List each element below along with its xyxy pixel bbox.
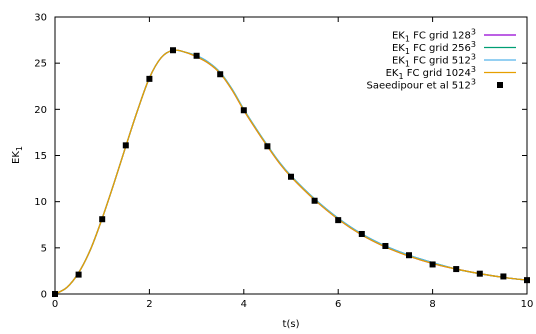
scatter-point <box>264 143 271 150</box>
legend-entry-scatter: Saeedipour et al 5123 <box>366 78 476 92</box>
scatter-point <box>170 47 176 54</box>
legend-label-main: Saeedipour et al 512 <box>366 81 470 92</box>
scatter-point <box>75 271 82 278</box>
legend-entry-4: EK1 FC grid 10243 <box>386 65 476 81</box>
legend-entry-1: EK1 FC grid 1283 <box>392 28 476 44</box>
legend-label-main: EK <box>392 43 405 54</box>
x-axis-label: t(s) <box>283 319 300 330</box>
legend-label-rest: FC grid 128 <box>410 31 471 42</box>
y-tick-label: 15 <box>34 151 47 162</box>
scatter-point <box>193 52 200 59</box>
y-tick-label: 20 <box>34 105 47 116</box>
legend-entry-3: EK1 FC grid 5123 <box>392 53 476 69</box>
legend-entry-2: EK1 FC grid 2563 <box>392 40 476 56</box>
legend-label-sup: 3 <box>471 78 476 87</box>
x-tick-label: 2 <box>146 299 152 310</box>
legend-label-sub: 1 <box>405 47 410 56</box>
legend-label-rest: FC grid 1024 <box>404 68 471 79</box>
y-tick-label: 10 <box>34 197 47 208</box>
scatter-point <box>288 173 294 180</box>
scatter-point <box>335 217 342 224</box>
y-axis-label: EK1 <box>11 146 24 164</box>
scatter-point <box>146 75 153 82</box>
legend-label-sup: 3 <box>471 65 476 74</box>
scatter-point <box>99 216 106 223</box>
y-tick-label: 0 <box>41 290 47 301</box>
scatter-point <box>122 142 129 149</box>
scatter-point <box>453 266 460 273</box>
x-tick-label: 8 <box>429 299 435 310</box>
legend-label-main: EK <box>386 68 399 79</box>
y-tick-label: 25 <box>34 59 47 70</box>
legend-label-sub: 1 <box>405 35 410 44</box>
legend-label-sup: 3 <box>471 40 476 49</box>
legend-label-sup: 3 <box>471 53 476 62</box>
legend-label-main: EK <box>392 56 405 67</box>
y-tick-label: 5 <box>41 243 47 254</box>
scatter-point <box>406 252 412 259</box>
x-tick-label: 10 <box>521 299 534 310</box>
scatter-point <box>476 270 483 277</box>
scatter-point <box>429 261 436 268</box>
x-tick-label: 4 <box>241 299 247 310</box>
scatter-point <box>311 197 318 204</box>
legend-swatch-scatter <box>497 82 503 88</box>
legend-label-sub: 1 <box>399 72 404 81</box>
y-axis-label-main: EK <box>11 151 22 164</box>
x-tick-label: 0 <box>52 299 58 310</box>
scatter-point <box>240 107 247 114</box>
legend-label-rest: FC grid 256 <box>410 43 471 54</box>
legend-label-main: EK <box>392 31 405 42</box>
scatter-point <box>382 242 389 249</box>
svg-text:EK1: EK1 <box>11 146 24 164</box>
legend-label-sup: 3 <box>471 28 476 37</box>
y-axis-label-sub: 1 <box>15 146 24 151</box>
axis-ticks: 0 2 4 6 8 10 0 5 10 15 20 25 30 <box>34 13 533 311</box>
scatter-point <box>358 230 365 237</box>
scatter-point <box>217 71 224 78</box>
scatter-point <box>500 273 507 280</box>
x-tick-label: 6 <box>335 299 341 310</box>
legend-label-rest: FC grid 512 <box>410 56 471 67</box>
y-tick-label: 30 <box>34 13 47 24</box>
legend-label-sub: 1 <box>405 60 410 69</box>
